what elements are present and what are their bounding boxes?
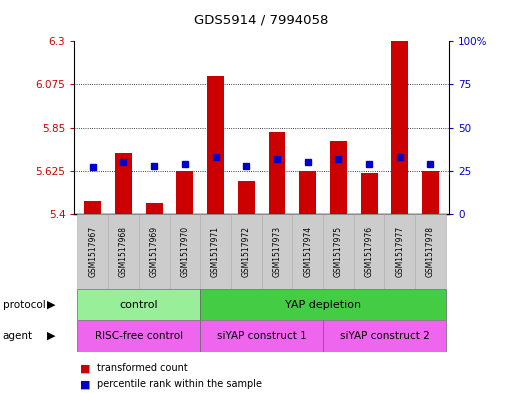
- Text: transformed count: transformed count: [97, 363, 188, 373]
- Bar: [292, 214, 323, 289]
- Bar: [415, 214, 446, 289]
- Bar: [200, 214, 231, 289]
- Text: GSM1517972: GSM1517972: [242, 226, 251, 277]
- Bar: [231, 214, 262, 289]
- Bar: [299, 171, 316, 214]
- Text: YAP depletion: YAP depletion: [285, 299, 361, 310]
- Bar: [330, 141, 347, 214]
- Bar: [207, 76, 224, 214]
- Text: GSM1517969: GSM1517969: [150, 226, 159, 277]
- Text: ▶: ▶: [47, 331, 56, 341]
- Text: GSM1517977: GSM1517977: [395, 226, 404, 277]
- Text: protocol: protocol: [3, 299, 45, 310]
- Bar: [146, 203, 163, 214]
- Text: GSM1517968: GSM1517968: [119, 226, 128, 277]
- Bar: [384, 214, 415, 289]
- Text: RISC-free control: RISC-free control: [95, 331, 183, 341]
- Text: GSM1517973: GSM1517973: [272, 226, 282, 277]
- Bar: [77, 214, 108, 289]
- Text: ■: ■: [80, 379, 90, 389]
- Bar: [268, 132, 285, 214]
- Bar: [361, 173, 378, 214]
- Text: GSM1517967: GSM1517967: [88, 226, 97, 277]
- Bar: [115, 153, 132, 214]
- Bar: [262, 214, 292, 289]
- Text: percentile rank within the sample: percentile rank within the sample: [97, 379, 263, 389]
- Bar: [238, 180, 255, 214]
- Bar: [200, 289, 446, 320]
- Text: GDS5914 / 7994058: GDS5914 / 7994058: [194, 14, 329, 27]
- Bar: [77, 320, 200, 352]
- Bar: [422, 171, 439, 214]
- Bar: [84, 201, 101, 214]
- Text: control: control: [120, 299, 158, 310]
- Bar: [391, 41, 408, 214]
- Text: GSM1517974: GSM1517974: [303, 226, 312, 277]
- Text: GSM1517978: GSM1517978: [426, 226, 435, 277]
- Text: ■: ■: [80, 363, 90, 373]
- Bar: [176, 171, 193, 214]
- Text: GSM1517975: GSM1517975: [334, 226, 343, 277]
- Text: agent: agent: [3, 331, 33, 341]
- Text: GSM1517971: GSM1517971: [211, 226, 220, 277]
- Text: GSM1517976: GSM1517976: [365, 226, 373, 277]
- Text: ▶: ▶: [47, 299, 56, 310]
- Bar: [77, 289, 200, 320]
- Text: siYAP construct 1: siYAP construct 1: [217, 331, 306, 341]
- Bar: [200, 320, 323, 352]
- Bar: [139, 214, 169, 289]
- Text: siYAP construct 2: siYAP construct 2: [340, 331, 429, 341]
- Bar: [354, 214, 384, 289]
- Bar: [169, 214, 200, 289]
- Bar: [323, 320, 446, 352]
- Text: GSM1517970: GSM1517970: [181, 226, 189, 277]
- Bar: [323, 214, 354, 289]
- Bar: [108, 214, 139, 289]
